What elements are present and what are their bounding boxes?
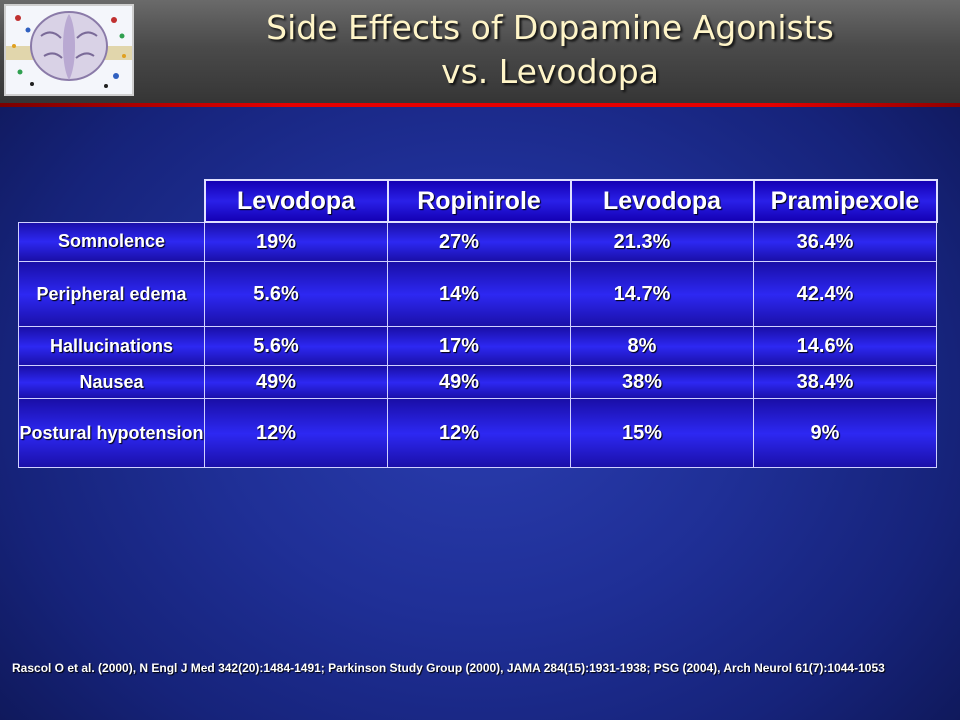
side-effects-table: Levodopa Ropinirole Levodopa Pramipexole…	[18, 179, 938, 468]
row-label-peripheral-edema: Peripheral edema	[18, 261, 205, 327]
slide-title-line-1: Side Effects of Dopamine Agonists	[266, 8, 834, 47]
table-cell: 12%	[204, 398, 388, 468]
table-row: Hallucinations 5.6% 17% 8% 14.6%	[18, 326, 937, 366]
table-header-row: Levodopa Ropinirole Levodopa Pramipexole	[19, 179, 938, 223]
table-cell: 42.4%	[753, 261, 937, 327]
table-row: Nausea 49% 49% 38% 38.4%	[18, 365, 937, 399]
slide-title-line-2: vs. Levodopa	[441, 52, 659, 91]
slide-title: Side Effects of Dopamine Agonists vs. Le…	[150, 6, 950, 94]
table-cell: 14.6%	[753, 326, 937, 366]
table-row: Postural hypotension 12% 12% 15% 9%	[18, 398, 937, 468]
table-cell: 19%	[204, 221, 388, 262]
table-cell: 12%	[387, 398, 571, 468]
column-header-ropinirole: Ropinirole	[386, 179, 572, 223]
header-divider	[0, 103, 960, 107]
table-cell: 21.3%	[570, 221, 754, 262]
table-cell: 49%	[204, 365, 388, 399]
logo-graphic	[6, 6, 132, 94]
table-cell: 14%	[387, 261, 571, 327]
table-cell: 38%	[570, 365, 754, 399]
table-cell: 36.4%	[753, 221, 937, 262]
brain-neurotransmitter-logo-icon	[4, 4, 134, 96]
column-header-levodopa-1: Levodopa	[203, 179, 389, 223]
table-row: Peripheral edema 5.6% 14% 14.7% 42.4%	[18, 261, 937, 327]
row-label-hallucinations: Hallucinations	[18, 326, 205, 366]
row-label-nausea: Nausea	[18, 365, 205, 399]
table-cell: 15%	[570, 398, 754, 468]
slide-header: Side Effects of Dopamine Agonists vs. Le…	[0, 0, 960, 104]
table-corner	[19, 180, 205, 222]
row-label-somnolence: Somnolence	[18, 221, 205, 262]
table-cell: 49%	[387, 365, 571, 399]
table-cell: 27%	[387, 221, 571, 262]
table-cell: 5.6%	[204, 326, 388, 366]
table-cell: 9%	[753, 398, 937, 468]
column-header-levodopa-2: Levodopa	[569, 179, 755, 223]
table-cell: 5.6%	[204, 261, 388, 327]
table-cell: 8%	[570, 326, 754, 366]
column-header-pramipexole: Pramipexole	[752, 179, 938, 223]
table-cell: 17%	[387, 326, 571, 366]
row-label-postural-hypotension: Postural hypotension	[18, 398, 205, 468]
table-cell: 38.4%	[753, 365, 937, 399]
table-cell: 14.7%	[570, 261, 754, 327]
table-row: Somnolence 19% 27% 21.3% 36.4%	[18, 221, 937, 262]
reference-citation: Rascol O et al. (2000), N Engl J Med 342…	[12, 661, 885, 675]
